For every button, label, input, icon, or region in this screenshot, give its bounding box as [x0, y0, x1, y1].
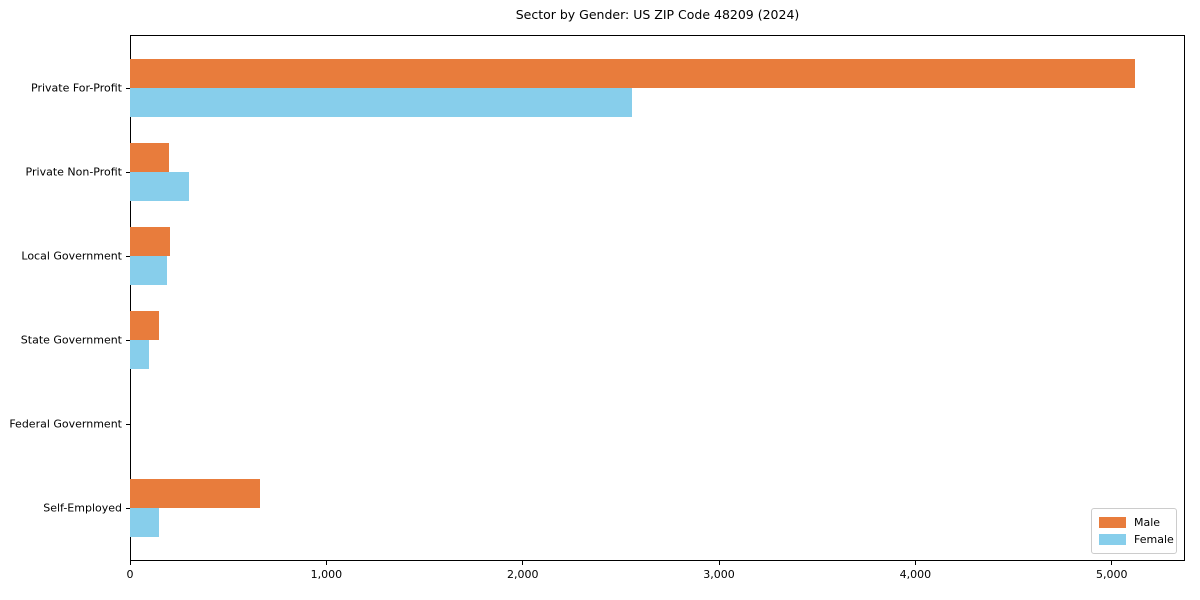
y-category-label-local-government: Local Government	[21, 249, 122, 263]
x-tick-label: 3,000	[703, 568, 735, 581]
plot-area	[130, 35, 1185, 561]
x-tick-mark	[914, 561, 916, 565]
y-category-label-private-non-profit: Private Non-Profit	[25, 165, 122, 179]
x-tick-label: 4,000	[899, 568, 932, 581]
legend-swatch-male-icon	[1099, 517, 1126, 528]
legend-label-male: Male	[1134, 516, 1161, 529]
x-tick-label: 1,000	[310, 568, 343, 581]
x-tick-label: 5,000	[1096, 568, 1128, 581]
y-category-label-state-government: State Government	[20, 333, 122, 347]
x-tick-mark	[522, 561, 524, 565]
y-category-label-federal-government: Federal Government	[9, 417, 122, 431]
x-tick-mark	[1111, 561, 1113, 565]
chart-title: Sector by Gender: US ZIP Code 48209 (202…	[515, 7, 800, 22]
x-tick-mark	[325, 561, 327, 565]
legend-label-female: Female	[1134, 533, 1174, 546]
x-tick-mark	[718, 561, 720, 565]
x-tick-label: 0	[126, 568, 134, 581]
x-tick-label: 2,000	[506, 568, 539, 581]
legend-item-female: Female	[1099, 534, 1176, 545]
legend-item-male: Male	[1099, 517, 1176, 528]
y-category-label-self-employed: Self-Employed	[43, 501, 122, 515]
x-tick-mark	[129, 561, 131, 565]
legend-swatch-female-icon	[1099, 534, 1126, 545]
y-category-label-private-for-profit: Private For-Profit	[31, 81, 122, 95]
legend: Male Female	[1091, 508, 1177, 554]
